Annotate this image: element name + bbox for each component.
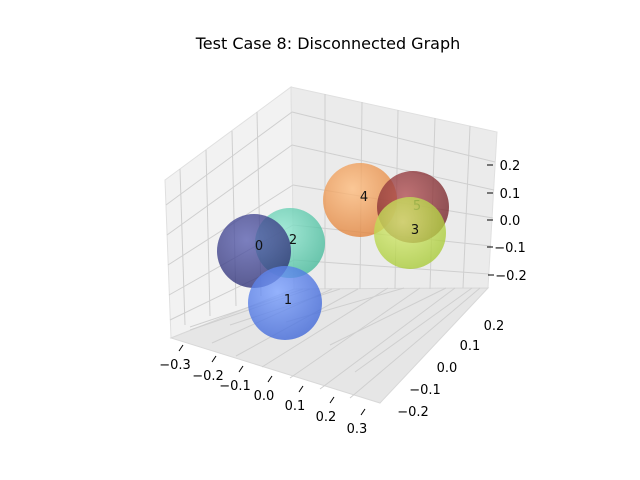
z-tick-label: 0.1 [500,187,521,202]
y-tick-label: 0.0 [437,361,458,376]
node-sphere-1: 1 [248,266,322,340]
node-label: 4 [360,190,368,205]
y-tick-label: −0.2 [397,405,429,420]
x-tick-mark [267,375,273,383]
node-label: 0 [255,239,263,254]
node-label: 1 [284,293,292,308]
x-tick-label: −0.2 [192,369,224,384]
x-tick-label: −0.3 [159,358,191,373]
x-tick-label: −0.1 [219,379,251,394]
x-tick-mark [211,355,217,363]
z-tick-label: −0.2 [495,269,527,284]
x-tick-label: 0.3 [347,422,368,437]
sphere-body [374,197,446,269]
z-tick-label: 0.2 [500,159,521,174]
node-spheres: 453201 [217,163,449,340]
y-tick-label: 0.2 [484,319,505,334]
z-tick-label: 0.0 [500,214,521,229]
sphere-body [248,266,322,340]
node-label: 2 [289,233,297,248]
chart-title: Test Case 8: Disconnected Graph [195,34,461,53]
axes-panes [164,86,498,404]
node-label: 3 [411,223,419,238]
x-tick-label: 0.1 [285,399,306,414]
axis-ticks: −0.3−0.2−0.10.00.10.20.3−0.2−0.10.00.10.… [159,159,527,437]
x-tick-mark [178,344,184,352]
x-tick-label: 0.2 [316,410,337,425]
node-sphere-3: 3 [374,197,446,269]
y-tick-label: −0.1 [409,383,441,398]
z-tick-label: −0.1 [494,241,526,256]
x-tick-mark [329,396,335,404]
y-tick-label: 0.1 [460,339,481,354]
x-tick-mark [360,408,366,416]
x-tick-mark [298,385,304,393]
x-tick-mark [238,365,244,373]
x-tick-label: 0.0 [254,389,275,404]
